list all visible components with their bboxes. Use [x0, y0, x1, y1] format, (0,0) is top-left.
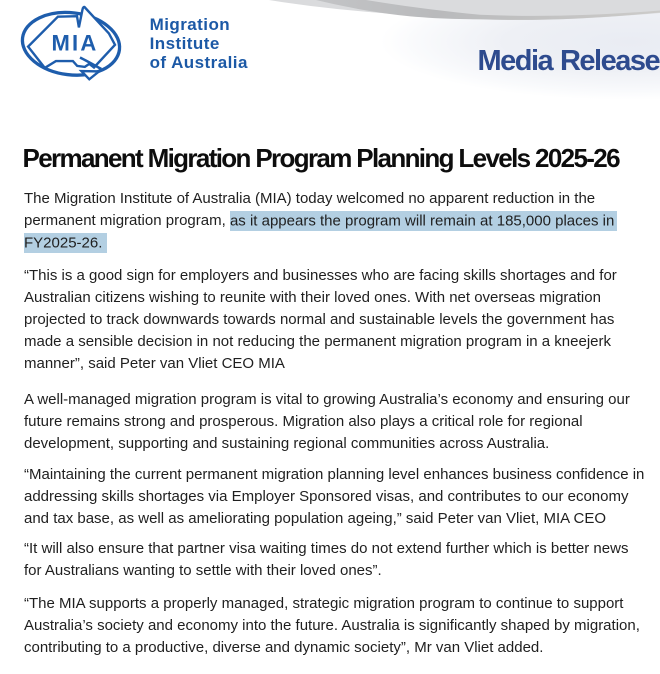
- svg-text:MIA: MIA: [52, 30, 99, 55]
